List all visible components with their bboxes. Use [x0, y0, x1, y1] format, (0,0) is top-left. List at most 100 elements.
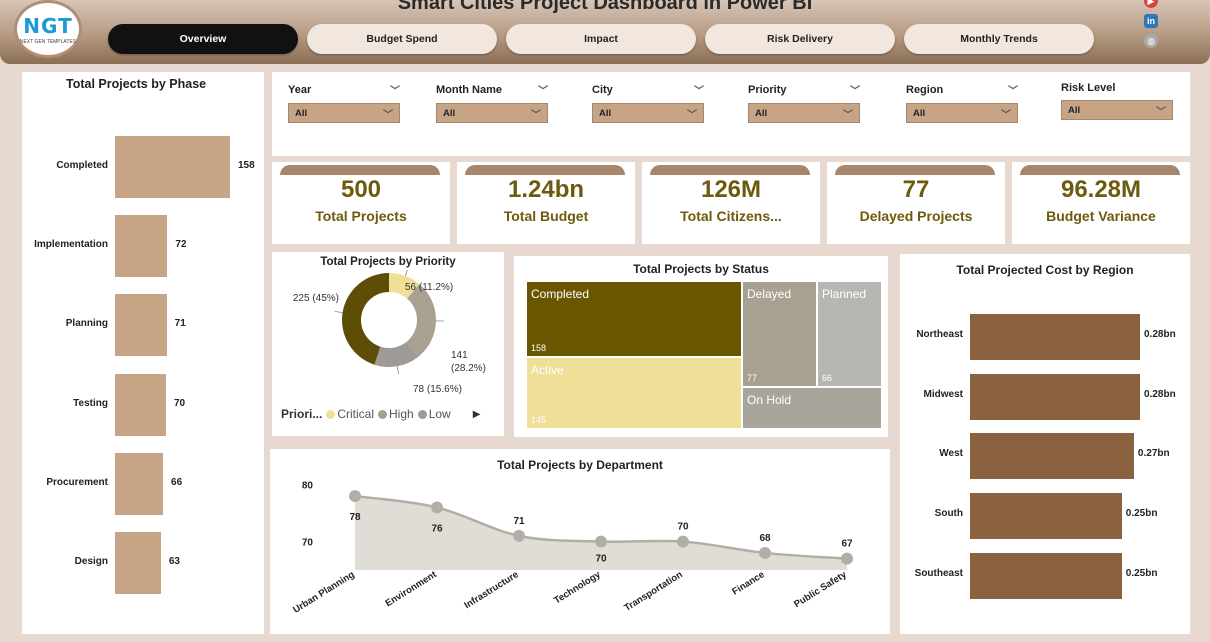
department-point-transportation[interactable] [677, 535, 689, 548]
department-point-public-safety[interactable] [841, 552, 853, 565]
region-value-label: 0.27bn [1137, 448, 1170, 460]
filter-priority-select[interactable]: All ﹀ [748, 103, 860, 123]
y-tick-label: 80 [302, 481, 314, 492]
treemap-active[interactable]: Active 145 [527, 358, 741, 428]
kpi-cap [835, 165, 995, 175]
legend-title: Priori... [281, 407, 323, 421]
filter-region-select[interactable]: All ﹀ [906, 103, 1018, 123]
region-category-label: Northeast [916, 329, 963, 340]
kpi-value: 96.28M [1060, 176, 1142, 203]
filter-year-value: All [295, 107, 308, 119]
linkedin-icon[interactable]: in [1144, 14, 1158, 28]
department-point-finance[interactable] [759, 546, 771, 559]
phase-row-completed: Completed 158 [22, 136, 264, 198]
donut-data-label: 56 (11.2%) [405, 282, 453, 293]
priority-chart-title: Total Projects by Priority [320, 256, 456, 268]
chevron-down-icon[interactable]: ﹀ [850, 86, 860, 97]
chevron-down-icon: ﹀ [687, 109, 697, 121]
region-category-label: South [934, 508, 963, 520]
filter-year-select[interactable]: All ﹀ [288, 103, 400, 123]
phase-bar-completed[interactable] [115, 136, 230, 198]
filter-region-value: All [913, 107, 926, 119]
legend-low-label: Low [428, 407, 451, 421]
globe-icon[interactable]: ◍ [1144, 34, 1158, 48]
header-bar: Smart Cities Project Dashboard in Power … [0, 0, 1210, 64]
treemap-completed[interactable]: Completed 158 [527, 282, 741, 356]
region-bar-south[interactable] [970, 493, 1122, 540]
filter-risk-value: All [1068, 104, 1081, 116]
kpi-cap [280, 165, 440, 175]
phase-bar-design[interactable] [115, 532, 161, 594]
donut-slice-low[interactable] [374, 342, 419, 367]
region-value-label: 0.28bn [1144, 329, 1176, 340]
phase-bar-testing[interactable] [115, 373, 166, 436]
phase-bar-procurement[interactable] [115, 452, 164, 515]
chevron-down-icon[interactable]: ﹀ [1008, 86, 1018, 97]
filter-risk-level: Risk Level All ﹀ [1061, 82, 1173, 120]
treemap-delayed-label: Delayed [747, 287, 792, 301]
treemap-on-hold[interactable]: On Hold [743, 388, 881, 428]
department-point-infrastructure[interactable] [513, 529, 525, 542]
legend-next-arrow-icon[interactable]: ▶ [472, 408, 481, 420]
chevron-down-icon[interactable]: ﹀ [694, 86, 704, 97]
chevron-down-icon: ﹀ [843, 109, 853, 121]
phase-value-label: 66 [171, 476, 183, 488]
legend-item-critical[interactable]: Critical [326, 407, 374, 421]
phase-value-label: 71 [174, 318, 186, 330]
department-area-plot: 80 70 78 Urban Planning 76 Environment 71 Infra… [291, 481, 853, 616]
phase-category-label: Implementation [34, 239, 108, 251]
x-tick-label: Transportation [622, 569, 684, 614]
region-bar-southeast[interactable] [970, 552, 1122, 599]
treemap-on-hold-label: On Hold [747, 393, 792, 407]
region-bar-northeast[interactable] [970, 314, 1140, 360]
youtube-icon[interactable]: ▶ [1144, 0, 1158, 8]
treemap-active-label: Active [531, 363, 564, 377]
donut-slice-high[interactable] [406, 284, 436, 357]
chevron-down-icon[interactable]: ﹀ [538, 86, 548, 97]
phase-value-label: 63 [168, 556, 180, 567]
priority-legend: Priori... Critical High Low ▶ [281, 407, 480, 421]
tab-overview[interactable]: Overview [108, 24, 298, 54]
donut-slice-critical[interactable] [389, 273, 420, 299]
tab-monthly-trends[interactable]: Monthly Trends [904, 24, 1094, 54]
department-value-label: 78 [349, 512, 361, 523]
kpi-budget-variance: 96.28M Budget Variance [1012, 162, 1190, 244]
department-value-label: 67 [841, 539, 853, 550]
department-point-technology[interactable] [595, 535, 607, 548]
phase-bar-implementation[interactable] [115, 215, 168, 278]
kpi-value: 77 [902, 176, 930, 203]
department-point-environment[interactable] [431, 501, 443, 514]
phase-bar-planning[interactable] [115, 294, 167, 357]
filter-city-select[interactable]: All ﹀ [592, 103, 704, 123]
page-title: Smart Cities Project Dashboard in Power … [397, 0, 813, 14]
tab-budget-spend[interactable]: Budget Spend [307, 24, 497, 54]
logo: NGT NEXT GEN TEMPLATES [14, 0, 82, 58]
filter-month-select[interactable]: All ﹀ [436, 103, 548, 123]
department-point-urban-planning[interactable] [349, 490, 361, 503]
region-value-label: 0.28bn [1144, 388, 1176, 400]
projects-by-department-chart: Total Projects by Department 80 70 78 Urban… [270, 449, 890, 634]
region-category-label: Southeast [914, 567, 963, 579]
filter-year: Year ﹀ All ﹀ [288, 82, 400, 123]
region-bar-west[interactable] [970, 433, 1134, 480]
status-chart-title: Total Projects by Status [633, 262, 769, 276]
department-area-fill [355, 496, 847, 570]
treemap-delayed[interactable]: Delayed 77 [743, 282, 816, 386]
legend-item-low[interactable]: Low [417, 407, 451, 421]
tab-risk-delivery[interactable]: Risk Delivery [705, 24, 895, 54]
treemap-planned[interactable]: Planned 66 [818, 282, 881, 386]
legend-item-high[interactable]: High [378, 407, 414, 421]
tab-impact[interactable]: Impact [506, 24, 696, 54]
leader-line [404, 270, 408, 277]
filter-risk-select[interactable]: All ﹀ [1061, 100, 1173, 120]
donut-data-label: 141 [451, 350, 468, 361]
chevron-down-icon[interactable]: ﹀ [390, 86, 400, 97]
region-category-label: West [939, 448, 963, 460]
region-bar-midwest[interactable] [970, 373, 1140, 420]
projected-cost-by-region-chart: Total Projected Cost by Region Northeast… [900, 254, 1190, 634]
donut-slice-unlabeled[interactable] [342, 273, 389, 365]
department-value-label: 70 [677, 522, 689, 533]
phase-value-label: 158 [238, 160, 255, 171]
y-tick-label: 70 [302, 538, 314, 549]
phase-row-planning: Planning 71 [22, 294, 264, 357]
